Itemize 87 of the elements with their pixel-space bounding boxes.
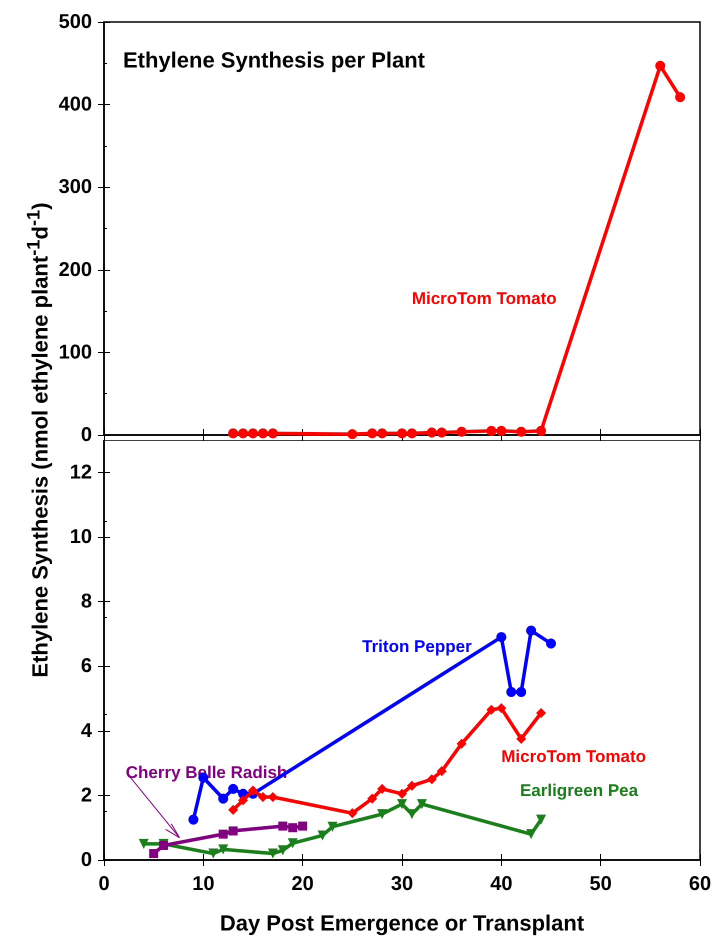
point	[347, 808, 358, 818]
point	[238, 795, 248, 806]
point	[218, 844, 228, 854]
point	[248, 786, 258, 796]
point	[456, 426, 467, 437]
x-tick-label: 0	[98, 873, 110, 895]
point	[278, 822, 288, 831]
point	[238, 428, 248, 438]
y-tick-label: 2	[80, 784, 92, 806]
point	[397, 788, 407, 799]
point	[228, 784, 238, 794]
point	[436, 766, 447, 776]
point	[258, 428, 268, 438]
y-tick-label: 12	[70, 461, 92, 484]
point	[456, 738, 467, 749]
point	[208, 848, 218, 859]
point	[655, 60, 666, 71]
point	[397, 799, 407, 810]
point	[496, 632, 506, 642]
point	[258, 792, 268, 802]
point	[397, 428, 407, 438]
point	[288, 823, 298, 832]
series-label: Earligreen Pea	[520, 781, 639, 800]
point	[426, 428, 437, 438]
point	[228, 804, 238, 815]
point	[526, 626, 536, 636]
point	[218, 794, 228, 804]
point	[327, 822, 338, 832]
text: Ethylene Synthesis per Plant	[123, 48, 426, 72]
y-tick-label: 0	[80, 424, 92, 446]
y-tick-label: 0	[80, 849, 92, 871]
point	[188, 814, 198, 825]
point	[406, 428, 417, 438]
x-tick-label: 30	[390, 873, 414, 895]
point	[516, 426, 526, 437]
point	[278, 845, 288, 856]
point	[248, 428, 258, 438]
point	[486, 426, 496, 436]
y-tick-label: 6	[80, 655, 92, 678]
x-axis-title: Day Post Emergence or Transplant	[220, 910, 585, 936]
point	[377, 428, 388, 438]
point	[268, 848, 278, 859]
point	[536, 708, 546, 718]
y-tick-label: 4	[80, 720, 93, 742]
point	[288, 838, 298, 848]
y-tick-label: 400	[58, 94, 92, 116]
series-label: MicroTom Tomato	[412, 289, 557, 308]
point	[436, 428, 447, 438]
point	[228, 428, 238, 438]
point	[377, 784, 388, 794]
x-tick-label: 50	[590, 873, 612, 895]
point	[268, 428, 278, 438]
point	[526, 829, 536, 840]
point	[546, 638, 556, 649]
point	[486, 704, 496, 715]
y-tick-label: 500	[58, 11, 92, 33]
point	[138, 838, 149, 849]
point	[367, 794, 378, 804]
y-tick-label: 8	[80, 590, 92, 613]
x-tick-label: 40	[490, 873, 512, 895]
y-tick-label: 10	[70, 526, 92, 548]
point	[516, 734, 526, 744]
point	[367, 428, 378, 438]
point	[228, 826, 238, 836]
point	[218, 830, 228, 839]
point	[506, 687, 516, 697]
point	[298, 822, 308, 831]
point	[516, 687, 526, 697]
x-tick-label: 60	[688, 873, 712, 895]
x-tick-label: 20	[292, 873, 314, 895]
point	[536, 814, 546, 825]
point	[536, 426, 546, 436]
point	[347, 429, 358, 440]
point	[377, 809, 388, 820]
point	[675, 92, 686, 102]
y-tick-label: 300	[58, 176, 92, 198]
point	[496, 426, 506, 436]
series-label: MicroTom Tomato	[501, 747, 646, 766]
y-tick-label: 200	[58, 258, 92, 281]
x-tick-label: 10	[192, 873, 214, 895]
point	[496, 703, 506, 714]
point	[149, 849, 158, 858]
series-label: Triton Pepper	[362, 637, 472, 656]
point	[416, 799, 427, 810]
y-tick-label: 100	[58, 341, 92, 364]
point	[406, 780, 417, 791]
point	[426, 774, 437, 784]
